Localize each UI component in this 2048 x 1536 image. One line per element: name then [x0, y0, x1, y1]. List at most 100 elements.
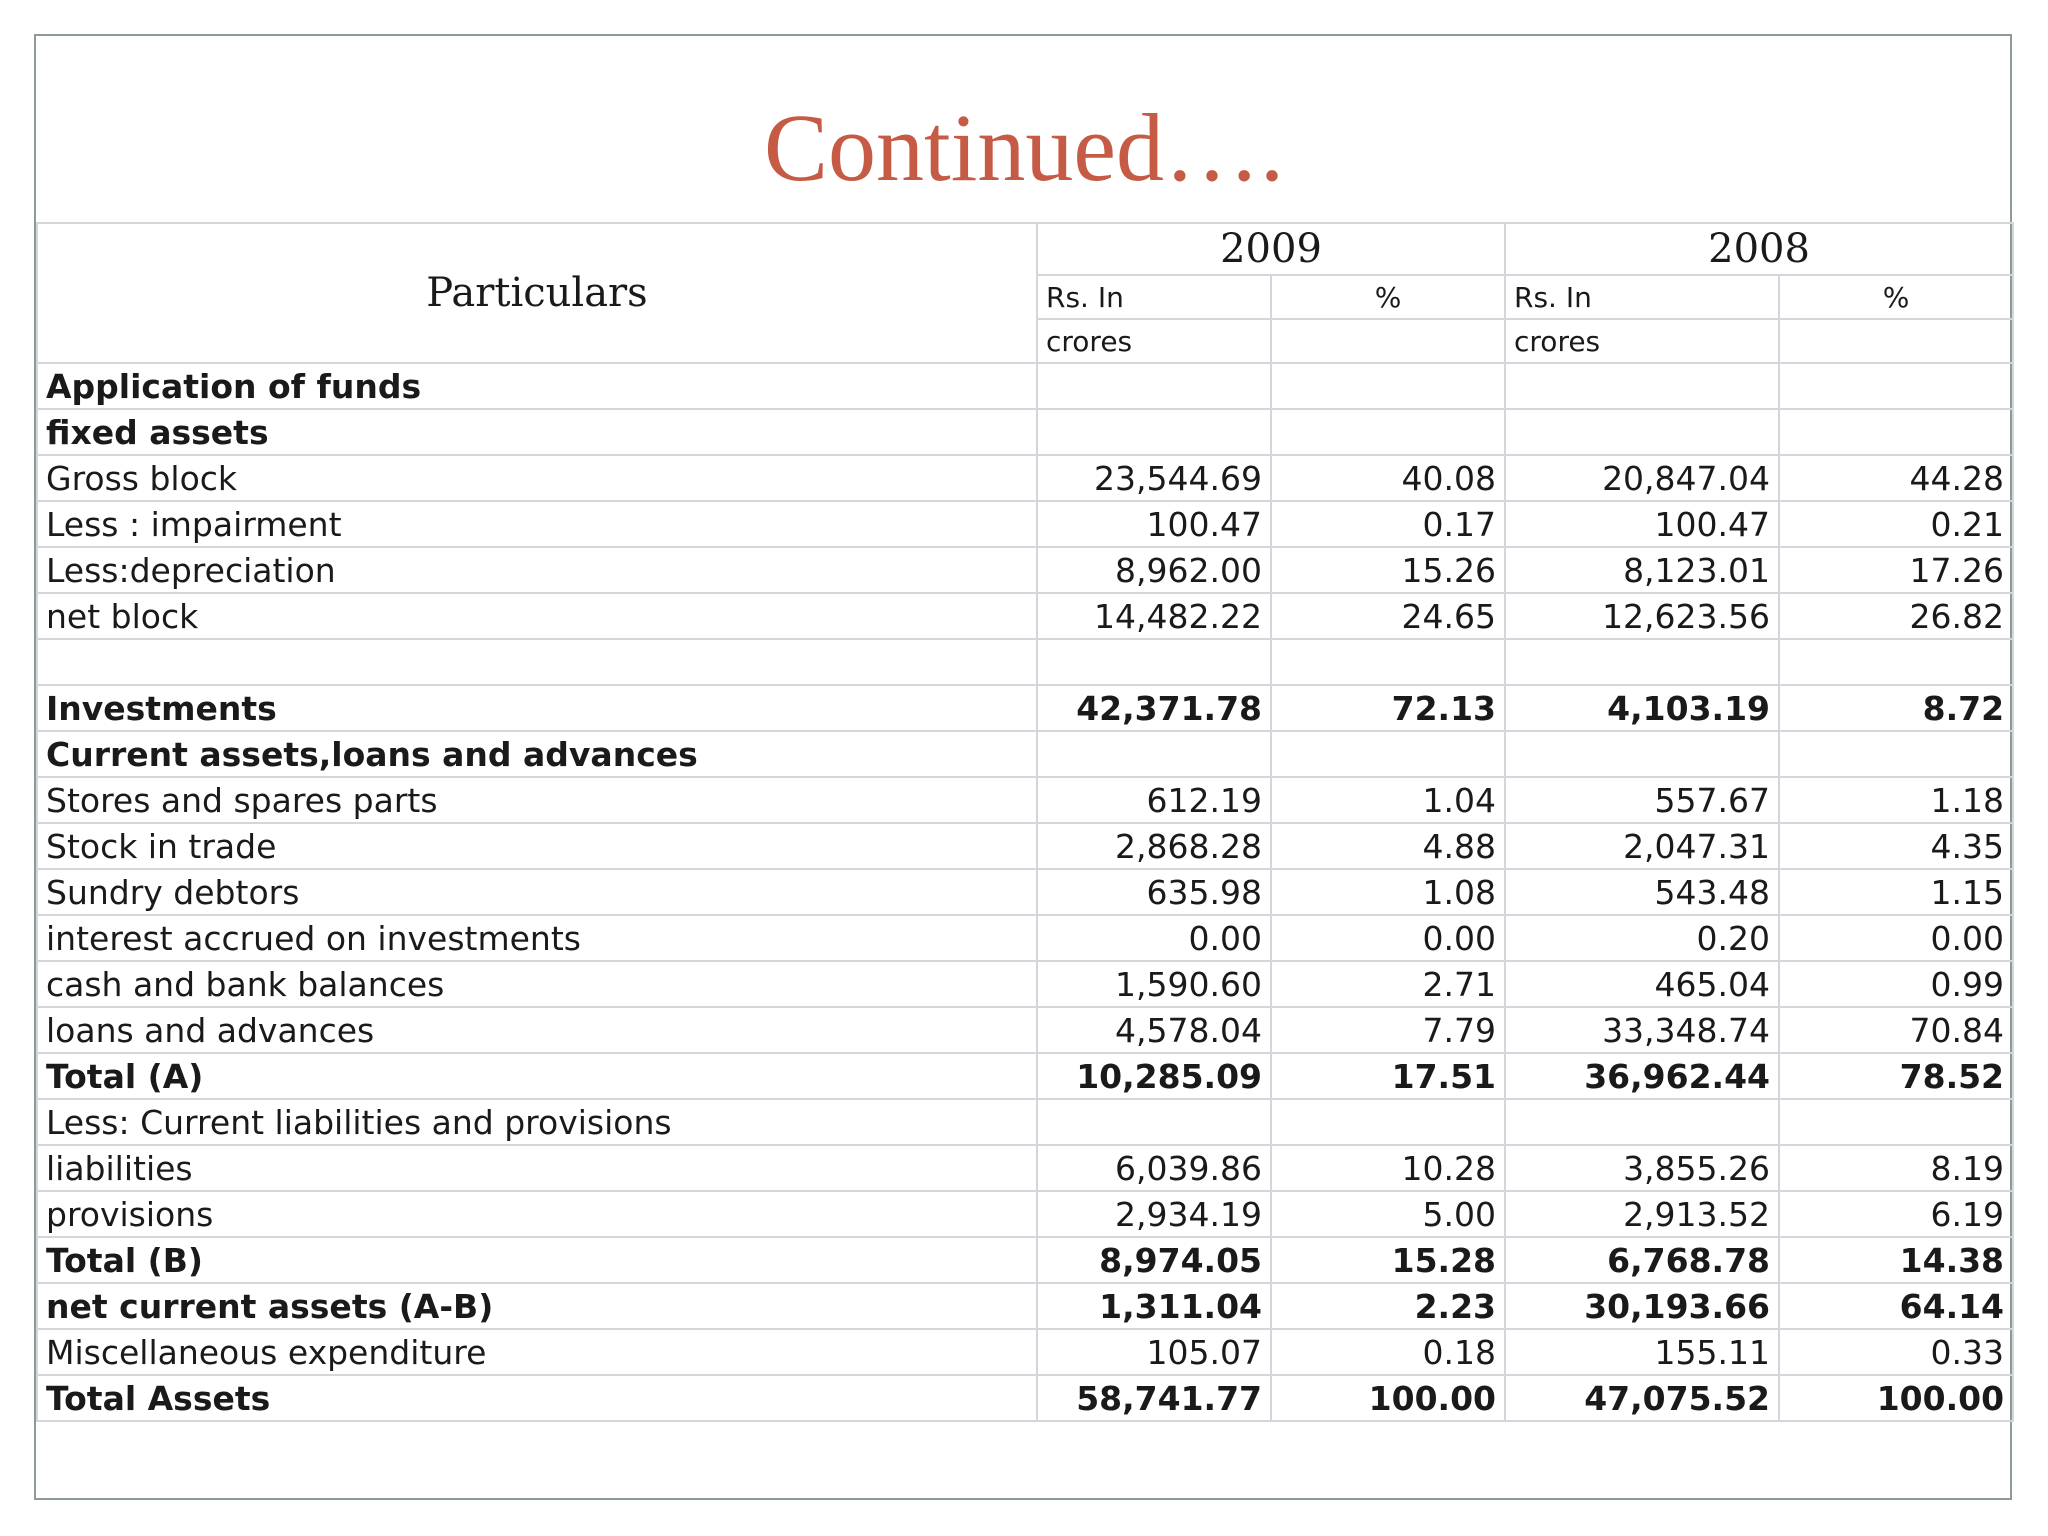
rs-2009-cell: 635.98: [1036, 868, 1272, 916]
pct-2008-cell: 6.19: [1778, 1190, 2015, 1238]
pct-header-2008: %: [1778, 274, 2015, 320]
pct-2008-cell: 44.28: [1778, 454, 2015, 502]
rs-2008-cell: 33,348.74: [1504, 1006, 1781, 1054]
row-label: cash and bank balances: [36, 960, 1038, 1008]
table-row: Current assets,loans and advances: [36, 730, 2015, 778]
table-row: Total Assets 58,741.77 100.00 47,075.52 100.…: [36, 1374, 2015, 1422]
pct-2009-cell: 1.08: [1269, 868, 1507, 916]
rs-2009-cell: 100.47: [1036, 500, 1272, 548]
rs-2009-cell: [1036, 730, 1272, 778]
rs-2009-cell: 42,371.78: [1036, 684, 1272, 732]
row-label: liabilities: [36, 1144, 1038, 1192]
rs-2009-cell: 10,285.09: [1036, 1052, 1272, 1100]
row-label: provisions: [36, 1190, 1038, 1238]
rs-2008-cell: 8,123.01: [1504, 546, 1781, 594]
table-row: provisions 2,934.19 5.00 2,913.52 6.19: [36, 1190, 2015, 1238]
pct-2009-cell: 15.28: [1269, 1236, 1507, 1284]
pct-2009-cell: 10.28: [1269, 1144, 1507, 1192]
pct-2009-cell: [1269, 1098, 1507, 1146]
rs-2009-cell: 6,039.86: [1036, 1144, 1272, 1192]
rs-crores-header-2009: Rs. In: [1036, 274, 1272, 320]
table-row: loans and advances 4,578.04 7.79 33,348.74 7…: [36, 1006, 2015, 1054]
row-label: Stock in trade: [36, 822, 1038, 870]
pct-2009-cell: 15.26: [1269, 546, 1507, 594]
pct-2009-cell: 1.04: [1269, 776, 1507, 824]
table-row: Investments 42,371.78 72.13 4,103.19 8.72: [36, 684, 2015, 732]
pct-2009-cell: 17.51: [1269, 1052, 1507, 1100]
rs-2009-cell: [1036, 1098, 1272, 1146]
row-label: Less:depreciation: [36, 546, 1038, 594]
pct-2008-cell: [1778, 362, 2015, 410]
table-row: net block 14,482.22 24.65 12,623.56 26.82: [36, 592, 2015, 640]
table-row: net current assets (A-B) 1,311.04 2.23 30,1…: [36, 1282, 2015, 1330]
rs-2009-cell: 14,482.22: [1036, 592, 1272, 640]
rs-crores-header-2008: Rs. In: [1504, 274, 1781, 320]
rs-2009-cell: [1036, 408, 1272, 456]
pct-2008-cell: 0.99: [1778, 960, 2015, 1008]
rs-2009-cell: 4,578.04: [1036, 1006, 1272, 1054]
table-row: interest accrued on investments 0.00 0.00 0…: [36, 914, 2015, 962]
rs-2008-cell: 20,847.04: [1504, 454, 1781, 502]
pct-2008-cell: 100.00: [1778, 1374, 2015, 1422]
pct-2008-cell: 0.00: [1778, 914, 2015, 962]
table-row: Application of funds: [36, 362, 2015, 410]
row-label: fixed assets: [36, 408, 1038, 456]
crores-label-2008: crores: [1504, 318, 1781, 364]
rs-2009-cell: 23,544.69: [1036, 454, 1272, 502]
rs-2008-cell: 30,193.66: [1504, 1282, 1781, 1330]
table-row: liabilities 6,039.86 10.28 3,855.26 8.19: [36, 1144, 2015, 1192]
rs-2009-cell: [1036, 362, 1272, 410]
pct-spacer-2008: [1778, 318, 2015, 364]
pct-2008-cell: 0.21: [1778, 500, 2015, 548]
pct-2009-cell: 72.13: [1269, 684, 1507, 732]
row-label: interest accrued on investments: [36, 914, 1038, 962]
year-2009-header: 2009: [1035, 222, 1507, 276]
pct-2009-cell: 0.00: [1269, 914, 1507, 962]
particulars-header: Particulars: [36, 222, 1038, 364]
table-row: Stores and spares parts 612.19 1.04 557.67 1…: [36, 776, 2015, 824]
rs-2008-cell: 4,103.19: [1504, 684, 1781, 732]
row-label: Less : impairment: [36, 500, 1038, 548]
rs-2008-cell: 3,855.26: [1504, 1144, 1781, 1192]
row-label: Total (B): [36, 1236, 1038, 1284]
row-label: Gross block: [36, 454, 1038, 502]
pct-2009-cell: 5.00: [1269, 1190, 1507, 1238]
row-label: [36, 638, 1038, 686]
rs-2008-cell: [1504, 730, 1781, 778]
pct-2008-cell: 17.26: [1778, 546, 2015, 594]
rs-2009-cell: 2,934.19: [1036, 1190, 1272, 1238]
pct-2009-cell: 0.17: [1269, 500, 1507, 548]
rs-2009-cell: 1,590.60: [1036, 960, 1272, 1008]
row-label: Application of funds: [36, 362, 1038, 410]
pct-2009-cell: 24.65: [1269, 592, 1507, 640]
pct-2008-cell: 64.14: [1778, 1282, 2015, 1330]
pct-2009-cell: 2.71: [1269, 960, 1507, 1008]
table-row: Less: Current liabilities and provisions: [36, 1098, 2015, 1146]
pct-2008-cell: [1778, 408, 2015, 456]
table-row: fixed assets: [36, 408, 2015, 456]
pct-2008-cell: 8.72: [1778, 684, 2015, 732]
pct-2008-cell: 4.35: [1778, 822, 2015, 870]
rs-2008-cell: 47,075.52: [1504, 1374, 1781, 1422]
pct-2009-cell: 0.18: [1269, 1328, 1507, 1376]
rs-2009-cell: 1,311.04: [1036, 1282, 1272, 1330]
pct-spacer-2009: [1269, 318, 1507, 364]
pct-2008-cell: 8.19: [1778, 1144, 2015, 1192]
table-row: Total (B) 8,974.05 15.28 6,768.78 14.38: [36, 1236, 2015, 1284]
row-label: Less: Current liabilities and provisions: [36, 1098, 1038, 1146]
rs-2008-cell: 6,768.78: [1504, 1236, 1781, 1284]
row-label: Current assets,loans and advances: [36, 730, 1038, 778]
rs-2008-cell: 2,047.31: [1504, 822, 1781, 870]
row-label: Investments: [36, 684, 1038, 732]
rs-2008-cell: 465.04: [1504, 960, 1781, 1008]
pct-2008-cell: [1778, 1098, 2015, 1146]
rs-2009-cell: 105.07: [1036, 1328, 1272, 1376]
rs-2008-cell: [1504, 638, 1781, 686]
row-label: net block: [36, 592, 1038, 640]
rs-2008-cell: 36,962.44: [1504, 1052, 1781, 1100]
table-row: Less:depreciation 8,962.00 15.26 8,123.01 17…: [36, 546, 2015, 594]
balance-sheet-table: Particulars 2009 2008 Rs. In % Rs. In % …: [36, 222, 2015, 1422]
row-label: Sundry debtors: [36, 868, 1038, 916]
rs-2009-cell: 2,868.28: [1036, 822, 1272, 870]
rs-2008-cell: [1504, 408, 1781, 456]
